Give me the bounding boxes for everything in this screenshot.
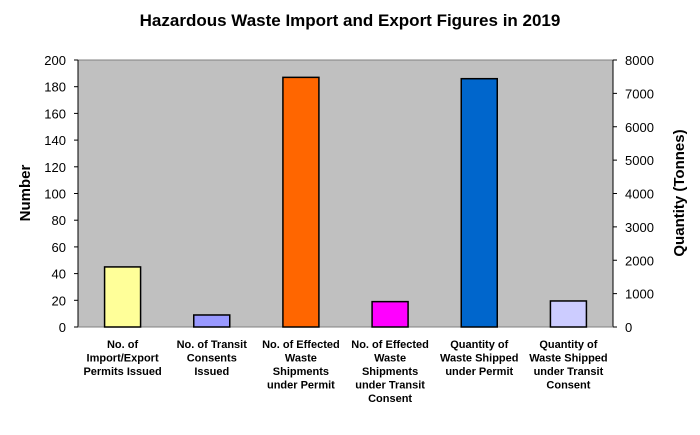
y2-tick-label: 6000	[625, 120, 654, 135]
bar	[103, 266, 142, 328]
chart-title: Hazardous Waste Import and Export Figure…	[140, 11, 561, 30]
bar	[549, 300, 588, 328]
y-tick-label: 100	[44, 187, 66, 202]
y-tick-label: 40	[52, 267, 66, 282]
bar	[371, 300, 409, 328]
y2-tick-label: 3000	[625, 220, 654, 235]
y-tick-label: 140	[44, 133, 66, 148]
y-axis-label: Number	[17, 165, 34, 222]
y2-axis-label: Quantity (Tonnes)	[671, 129, 688, 256]
y-tick-label: 200	[44, 53, 66, 68]
y-tick-label: 80	[52, 213, 66, 228]
y2-tick-label: 7000	[625, 86, 654, 101]
y-tick-label: 180	[44, 80, 66, 95]
x-tick-label: No. of Effected Waste Shipments under Trans…	[351, 339, 429, 405]
y-tick-label: 60	[52, 240, 66, 255]
y-tick-label: 0	[59, 320, 66, 335]
y2-tick-label: 1000	[625, 287, 654, 302]
y2-tick-label: 4000	[625, 187, 654, 202]
x-tick-label: Quantity of Waste Shipped under Transit Con…	[529, 339, 607, 392]
y-tick-label: 160	[44, 106, 66, 121]
y2-tick-label: 5000	[625, 153, 654, 168]
bar	[460, 77, 498, 328]
y2-tick-label: 0	[625, 320, 632, 335]
y-tick-label: 120	[44, 160, 66, 175]
x-tick-label: No. of Import/Export Permits Issued	[83, 339, 161, 378]
x-tick-label: Quantity of Waste Shipped under Permit	[440, 339, 518, 378]
y2-tick-label: 2000	[625, 253, 654, 268]
x-tick-label: No. of Effected Waste Shipments under Permi…	[262, 339, 340, 392]
bar	[193, 314, 231, 328]
x-tick-label: No. of Transit Consents Issued	[177, 339, 248, 378]
plot-area	[77, 59, 614, 328]
y-tick-label: 20	[52, 293, 66, 308]
y2-tick-label: 8000	[625, 53, 654, 68]
bar	[282, 76, 320, 328]
